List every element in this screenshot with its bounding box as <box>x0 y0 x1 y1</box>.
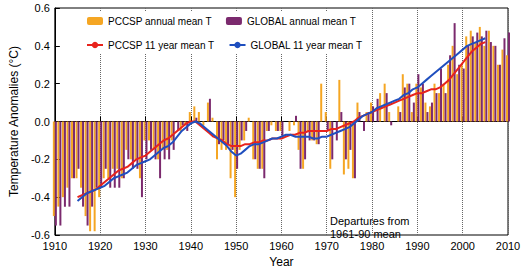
svg-text:1980: 1980 <box>360 240 384 252</box>
svg-text:Temperature Anomalies (°C): Temperature Anomalies (°C) <box>7 46 21 197</box>
svg-text:GLOBAL 11 year mean T: GLOBAL 11 year mean T <box>251 40 363 51</box>
svg-text:0.0: 0.0 <box>35 116 50 128</box>
svg-text:2000: 2000 <box>450 240 474 252</box>
svg-text:1930: 1930 <box>133 240 157 252</box>
svg-text:0.2: 0.2 <box>35 78 50 90</box>
svg-text:1920: 1920 <box>88 240 112 252</box>
svg-text:0.6: 0.6 <box>35 2 50 14</box>
svg-text:1960: 1960 <box>269 240 293 252</box>
svg-text:-0.6: -0.6 <box>30 229 50 241</box>
svg-text:1950: 1950 <box>224 240 248 252</box>
svg-text:1961-90 mean: 1961-90 mean <box>330 228 401 240</box>
svg-text:1910: 1910 <box>43 240 67 252</box>
svg-text:-0.2: -0.2 <box>31 153 50 165</box>
svg-text:Departures from: Departures from <box>330 215 409 227</box>
svg-text:Year: Year <box>269 255 293 269</box>
svg-text:1940: 1940 <box>179 240 203 252</box>
svg-text:PCCSP annual mean T: PCCSP annual mean T <box>108 16 212 27</box>
svg-text:0.4: 0.4 <box>35 40 50 52</box>
svg-text:1970: 1970 <box>314 240 338 252</box>
svg-text:1990: 1990 <box>405 240 429 252</box>
svg-text:2010: 2010 <box>496 240 520 252</box>
svg-text:PCCSP 11 year mean T: PCCSP 11 year mean T <box>108 40 214 51</box>
svg-text:GLOBAL annual mean T: GLOBAL annual mean T <box>247 16 356 27</box>
svg-text:-0.4: -0.4 <box>31 191 50 203</box>
